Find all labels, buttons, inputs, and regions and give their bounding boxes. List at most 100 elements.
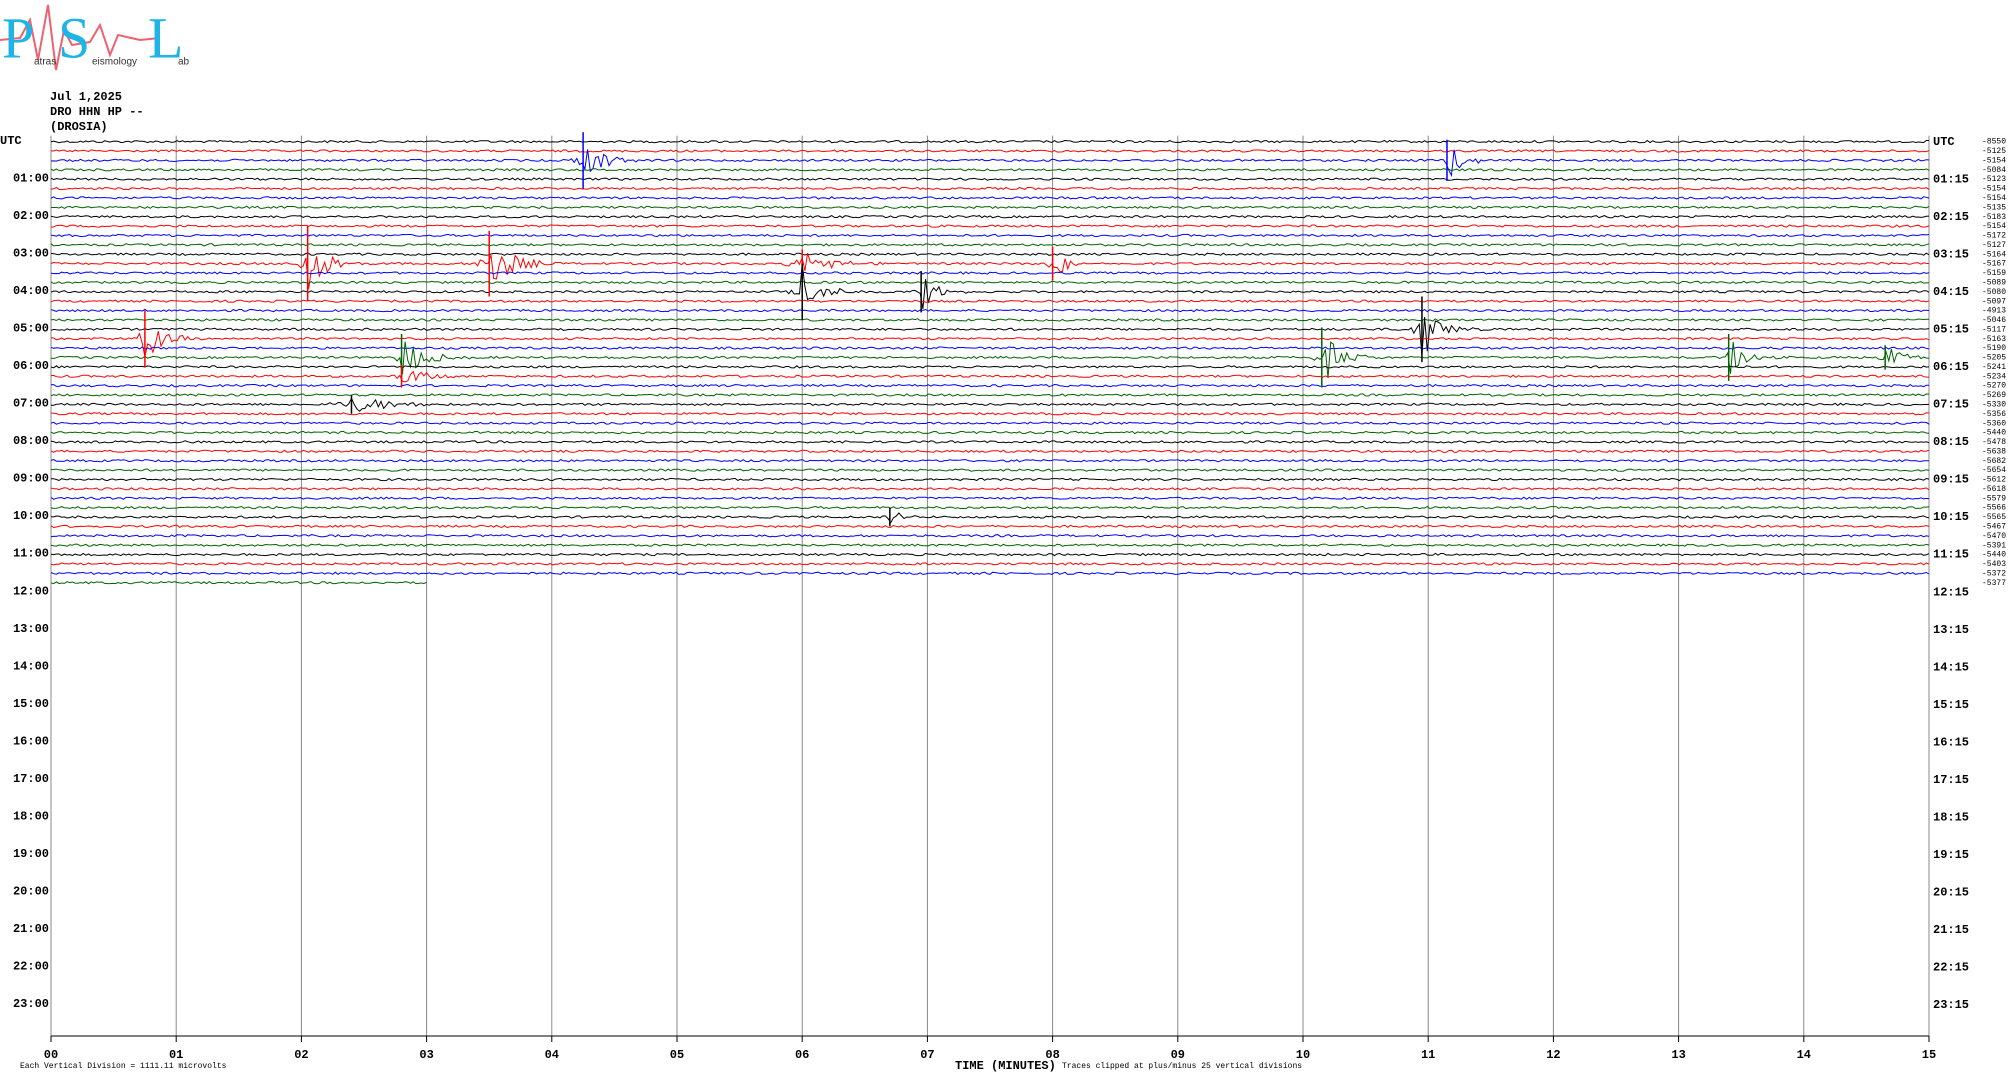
trace-offset-label: -5579 bbox=[1982, 494, 2006, 503]
left-time-label: 07:00 bbox=[13, 397, 49, 411]
trace bbox=[50, 524, 1930, 529]
right-time-label: 19:15 bbox=[1933, 848, 1969, 862]
right-time-label: 23:15 bbox=[1933, 998, 1969, 1012]
trace-offset-label: -4913 bbox=[1982, 307, 2006, 316]
right-time-label: 01:15 bbox=[1933, 172, 1969, 186]
trace bbox=[50, 393, 1930, 397]
trace-offset-label: -5135 bbox=[1982, 203, 2006, 212]
x-tick-label: 13 bbox=[1671, 1048, 1685, 1062]
trace-offset-label: -5154 bbox=[1982, 185, 2006, 194]
trace bbox=[50, 487, 1930, 491]
trace-offset-label: -5566 bbox=[1982, 504, 2006, 513]
trace bbox=[50, 505, 1930, 510]
trace-offset-label: -5234 bbox=[1982, 372, 2006, 381]
trace bbox=[50, 468, 1930, 472]
logo-wave bbox=[0, 4, 161, 71]
trace bbox=[50, 534, 1930, 538]
left-time-label: 06:00 bbox=[13, 359, 49, 373]
trace-offset-label: -5125 bbox=[1982, 147, 2006, 156]
trace-offset-label: -5164 bbox=[1982, 250, 2006, 259]
trace-offset-label: -5154 bbox=[1982, 156, 2006, 165]
trace-offset-label: -5403 bbox=[1982, 560, 2006, 569]
trace bbox=[50, 440, 1930, 444]
header-station: DRO HHN HP -- bbox=[50, 105, 144, 119]
trace bbox=[50, 139, 1929, 144]
left-time-label: 10:00 bbox=[13, 509, 49, 523]
trace bbox=[50, 177, 1930, 181]
x-tick-label: 01 bbox=[169, 1048, 183, 1062]
x-axis-title: TIME (MINUTES) bbox=[955, 1059, 1056, 1073]
x-tick-label: 08 bbox=[1045, 1048, 1059, 1062]
x-tick-label: 06 bbox=[795, 1048, 809, 1062]
left-time-label: 13:00 bbox=[13, 622, 49, 636]
trace-offset-label: -5172 bbox=[1982, 232, 2006, 241]
trace-offset-label: -5183 bbox=[1982, 213, 2006, 222]
trace-offset-label: -5163 bbox=[1982, 335, 2006, 344]
left-time-label: 12:00 bbox=[13, 584, 49, 598]
left-time-label: 22:00 bbox=[13, 960, 49, 974]
left-time-label: 09:00 bbox=[13, 472, 49, 486]
x-tick-label: 09 bbox=[1171, 1048, 1185, 1062]
right-time-label: 15:15 bbox=[1933, 698, 1969, 712]
trace bbox=[50, 341, 1930, 379]
trace-offset-label: -5360 bbox=[1982, 419, 2006, 428]
trace-offset-label: -5046 bbox=[1982, 316, 2006, 325]
trace-offset-label: -5117 bbox=[1982, 325, 2006, 334]
trace-offset-label: -5097 bbox=[1982, 297, 2006, 306]
trace-offset-label: -5154 bbox=[1982, 222, 2006, 231]
right-time-label: 08:15 bbox=[1933, 435, 1969, 449]
left-time-label: 23:00 bbox=[13, 997, 49, 1011]
x-tick-label: 05 bbox=[670, 1048, 684, 1062]
left-time-label: 01:00 bbox=[13, 171, 49, 185]
x-tick-label: 14 bbox=[1797, 1048, 1811, 1062]
trace bbox=[50, 317, 1930, 356]
trace bbox=[50, 543, 1930, 547]
trace-offset-label: -5330 bbox=[1982, 400, 2006, 409]
trace bbox=[50, 308, 1930, 313]
x-tick-label: 12 bbox=[1546, 1048, 1560, 1062]
right-time-label: 07:15 bbox=[1933, 398, 1969, 412]
trace-offset-label: -5127 bbox=[1982, 241, 2006, 250]
x-tick-label: 15 bbox=[1922, 1048, 1936, 1062]
logo-letter: L bbox=[148, 5, 183, 70]
trace bbox=[50, 168, 1930, 172]
trace bbox=[50, 430, 1930, 435]
left-time-label: 15:00 bbox=[13, 697, 49, 711]
logo-letter: P bbox=[2, 5, 34, 70]
header-location: (DROSIA) bbox=[50, 120, 108, 134]
x-tick-label: 02 bbox=[294, 1048, 308, 1062]
right-time-label: 10:15 bbox=[1933, 510, 1969, 524]
trace bbox=[50, 571, 1930, 576]
right-time-label: 22:15 bbox=[1933, 961, 1969, 975]
trace bbox=[50, 562, 1930, 566]
logo-word: eismology bbox=[92, 57, 137, 68]
right-time-label: 05:15 bbox=[1933, 322, 1969, 336]
trace-offset-label: -5470 bbox=[1982, 532, 2006, 541]
trace bbox=[50, 477, 1930, 482]
trace-offset-label: -5618 bbox=[1982, 485, 2006, 494]
trace-offset-label: -5159 bbox=[1982, 269, 2006, 278]
trace-offset-label: -5440 bbox=[1982, 551, 2006, 560]
trace bbox=[50, 233, 1930, 238]
trace-offset-label: -5612 bbox=[1982, 476, 2006, 485]
left-time-label: UTC bbox=[0, 134, 22, 148]
trace-offset-label: -5440 bbox=[1982, 429, 2006, 438]
x-tick-label: 03 bbox=[419, 1048, 433, 1062]
trace bbox=[50, 224, 1930, 228]
trace-offset-label: -5654 bbox=[1982, 466, 2006, 475]
trace bbox=[50, 412, 1930, 416]
right-time-label: 18:15 bbox=[1933, 810, 1969, 824]
trace bbox=[50, 512, 1930, 524]
trace bbox=[50, 205, 1930, 210]
left-time-label: 21:00 bbox=[13, 922, 49, 936]
trace-offset-label: -5467 bbox=[1982, 522, 2006, 531]
trace-offset-label: -5270 bbox=[1982, 382, 2006, 391]
left-time-label: 20:00 bbox=[13, 885, 49, 899]
right-time-label: 13:15 bbox=[1933, 623, 1969, 637]
trace-offset-label: -5190 bbox=[1982, 344, 2006, 353]
right-time-label: 06:15 bbox=[1933, 360, 1969, 374]
trace bbox=[50, 496, 1930, 500]
x-tick-label: 04 bbox=[545, 1048, 559, 1062]
